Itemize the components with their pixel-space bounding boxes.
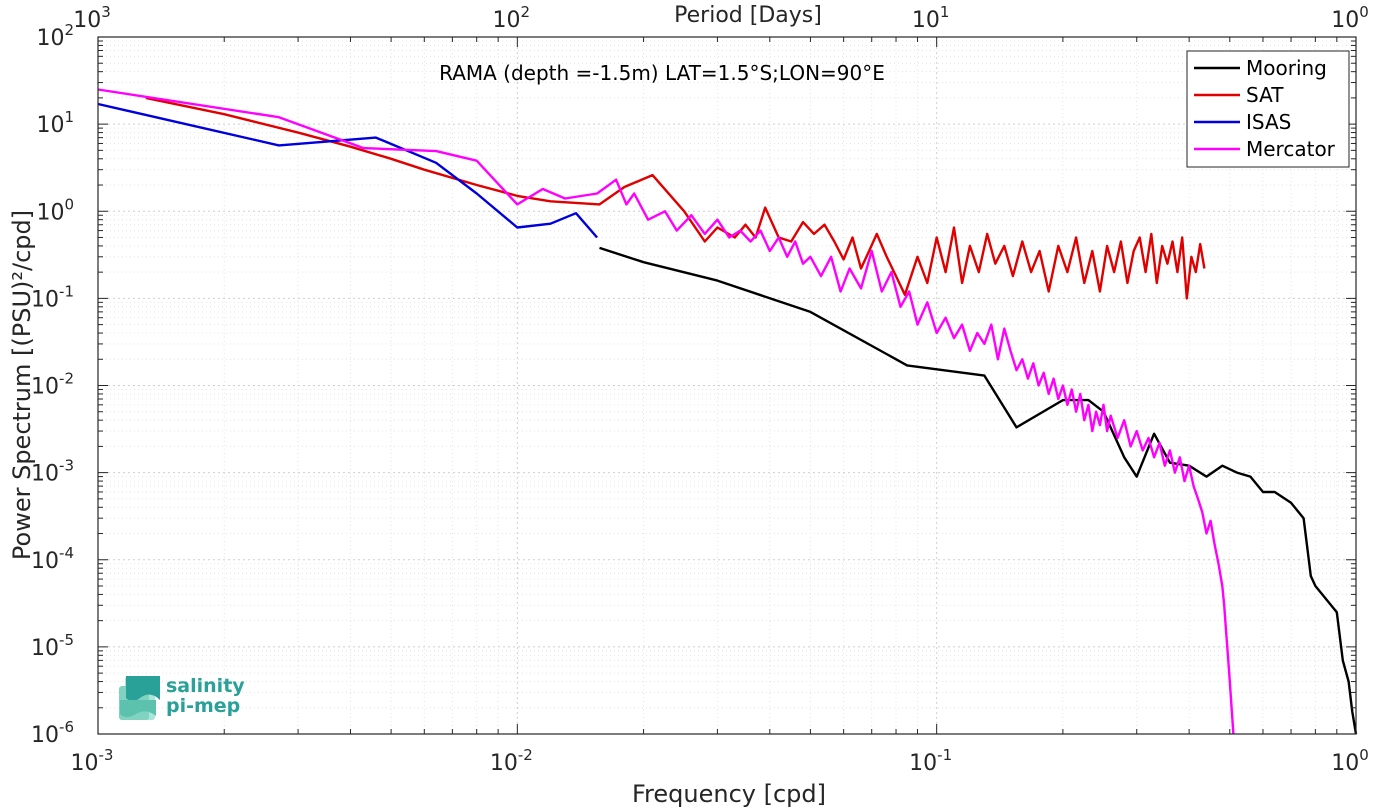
legend-items: Mooring SAT ISAS Mercator	[1194, 56, 1336, 161]
top-tick-label: 101	[912, 3, 950, 33]
grid-lines	[97, 37, 1356, 735]
plot-background	[98, 37, 1356, 734]
top-tick-label: 100	[1331, 3, 1369, 33]
x-tick-label: 10-2	[490, 746, 533, 776]
series-line-mooring	[599, 246, 1358, 735]
logo-text-salinity: salinity	[166, 675, 245, 697]
y-tick-label: 102	[36, 21, 74, 51]
y-tick-label: 101	[36, 108, 74, 138]
logo-text-pi-mep: pi-mep	[166, 695, 240, 717]
y-tick-label: 10-5	[31, 631, 74, 661]
top-tick-label: 103	[73, 3, 111, 33]
legend-label-sat: SAT	[1246, 83, 1284, 107]
series-line-mercator	[97, 88, 1235, 735]
y-tick-label: 10-1	[31, 282, 74, 312]
series-line-sat	[145, 96, 1206, 300]
legend-box	[1186, 50, 1350, 168]
y-tick-label: 100	[36, 195, 74, 225]
legend-label-mercator: Mercator	[1246, 137, 1336, 161]
logo-wave-icon	[119, 676, 160, 720]
x-tick-label: 10-3	[71, 746, 114, 776]
top-tick-label: 102	[493, 3, 531, 33]
legend-label-mooring: Mooring	[1246, 56, 1327, 80]
tick-marks	[97, 37, 1356, 735]
x-tick-label: 10-1	[909, 746, 952, 776]
y-axis-label: Power Spectrum [(PSU)²/cpd]	[8, 210, 36, 560]
y-tick-label: 10-4	[31, 544, 74, 574]
legend-label-isas: ISAS	[1246, 110, 1291, 134]
chart-title: RAMA (depth =-1.5m) LAT=1.5°S;LON=90°E	[439, 61, 885, 85]
legend: Mooring SAT ISAS Mercator	[1186, 50, 1350, 168]
x-tick-label: 100	[1331, 746, 1369, 776]
x-axis-label: Frequency [cpd]	[632, 780, 826, 808]
series-line-isas	[97, 102, 599, 239]
top-axis-label: Period [Days]	[674, 3, 822, 28]
y-tick-label: 10-2	[31, 370, 74, 400]
y-tick-label: 10-3	[31, 457, 74, 487]
salinity-pi-mep-logo: salinity pi-mep	[119, 675, 245, 720]
series-lines	[97, 88, 1358, 735]
y-tick-label: 10-6	[31, 718, 74, 748]
